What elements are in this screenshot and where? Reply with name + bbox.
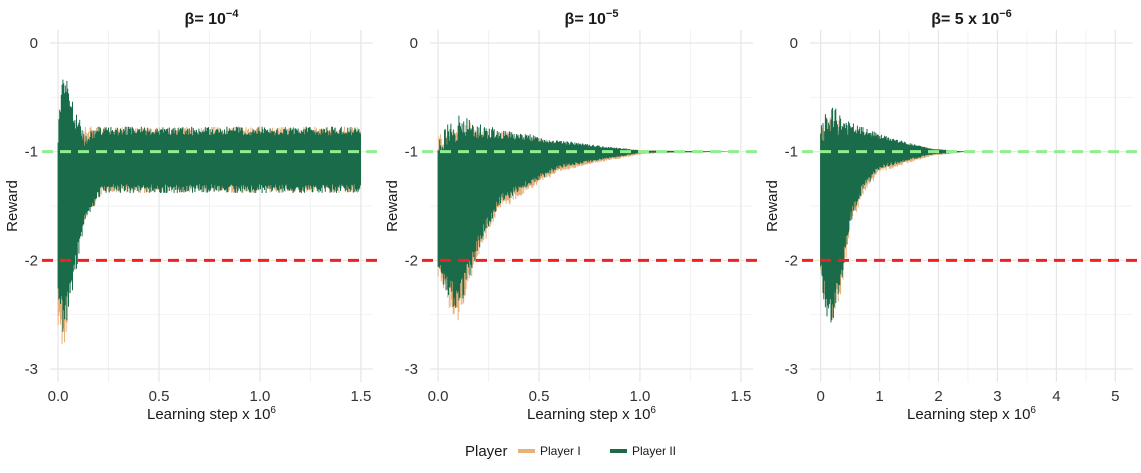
x-tick-label: 0.0 <box>48 388 69 405</box>
panel-title-exponent: −4 <box>226 8 239 20</box>
y-tick-label: -3 <box>785 361 798 378</box>
legend-item-2: Player II <box>610 444 676 458</box>
x-tick-label: 1.5 <box>730 388 751 405</box>
panel-title-prefix: β= <box>931 11 955 28</box>
panel-title-prefix: β= <box>185 11 209 28</box>
legend-title: Player <box>465 443 508 460</box>
y-tick-label: 0 <box>790 35 798 52</box>
x-tick-label: 3 <box>993 388 1001 405</box>
panel-title-base: 5 x 10 <box>955 11 1000 28</box>
x-tick-label: 0.0 <box>428 388 449 405</box>
panel-3: 0 -1 -2 -3 0 1 2 3 4 5 β= 5 x 10−6 Learning step x … <box>764 8 1138 423</box>
panel-title-exponent: −6 <box>999 8 1012 20</box>
legend-label: Player I <box>540 444 581 458</box>
panel-2: 0 -1 -2 -3 0.0 0.5 1.0 1.5 β= 10−5 Learning step … <box>384 8 758 423</box>
y-axis-title: Reward <box>4 180 21 232</box>
x-tick-label: 5 <box>1111 388 1119 405</box>
panel-title-exponent: −5 <box>606 8 619 20</box>
y-axis-title: Reward <box>764 180 781 232</box>
panel-title-prefix: β= <box>565 11 589 28</box>
x-tick-label: 1.5 <box>350 388 371 405</box>
y-tick-label: -1 <box>405 144 418 161</box>
x-axis-title: Learning step x 106 <box>907 405 1036 423</box>
y-tick-label: 0 <box>30 35 38 52</box>
legend-label: Player II <box>632 444 676 458</box>
panel-title: β= 10−5 <box>565 8 619 28</box>
y-tick-label: -3 <box>25 361 38 378</box>
panel-title: β= 5 x 10−6 <box>931 8 1012 28</box>
x-axis-title-exponent: 6 <box>650 405 656 416</box>
y-tick-label: 0 <box>410 35 418 52</box>
x-tick-label: 1.0 <box>250 388 271 405</box>
x-axis-title-base: Learning step x 10 <box>527 406 650 423</box>
x-tick-label: 0.5 <box>149 388 170 405</box>
panel-1: 0 -1 -2 -3 0.0 0.5 1.0 1.5 β= 10−4 Learning step … <box>4 8 378 423</box>
x-tick-label: 2 <box>934 388 942 405</box>
y-tick-label: -2 <box>785 252 798 269</box>
x-axis-title: Learning step x 106 <box>147 405 276 423</box>
x-tick-label: 1.0 <box>630 388 651 405</box>
legend-item-1: Player I <box>518 444 581 458</box>
panel-title-base: 10 <box>208 11 226 28</box>
x-tick-label: 0.5 <box>529 388 550 405</box>
series-line <box>57 79 361 332</box>
panel-title: β= 10−4 <box>185 8 240 28</box>
legend: Player Player I Player II <box>465 443 676 460</box>
y-tick-label: -3 <box>405 361 418 378</box>
y-tick-label: -2 <box>405 252 418 269</box>
y-tick-label: -2 <box>25 252 38 269</box>
x-axis-title-base: Learning step x 10 <box>147 406 270 423</box>
x-tick-label: 4 <box>1052 388 1060 405</box>
y-tick-label: -1 <box>25 144 38 161</box>
series-player-ii <box>57 79 361 332</box>
x-tick-label: 0 <box>816 388 824 405</box>
y-axis-title: Reward <box>384 180 401 232</box>
x-axis-title: Learning step x 106 <box>527 405 656 423</box>
panel-title-base: 10 <box>588 11 606 28</box>
y-tick-label: -1 <box>785 144 798 161</box>
x-axis-title-exponent: 6 <box>1030 405 1036 416</box>
x-tick-label: 1 <box>875 388 883 405</box>
x-axis-title-exponent: 6 <box>270 405 276 416</box>
x-axis-title-base: Learning step x 10 <box>907 406 1030 423</box>
